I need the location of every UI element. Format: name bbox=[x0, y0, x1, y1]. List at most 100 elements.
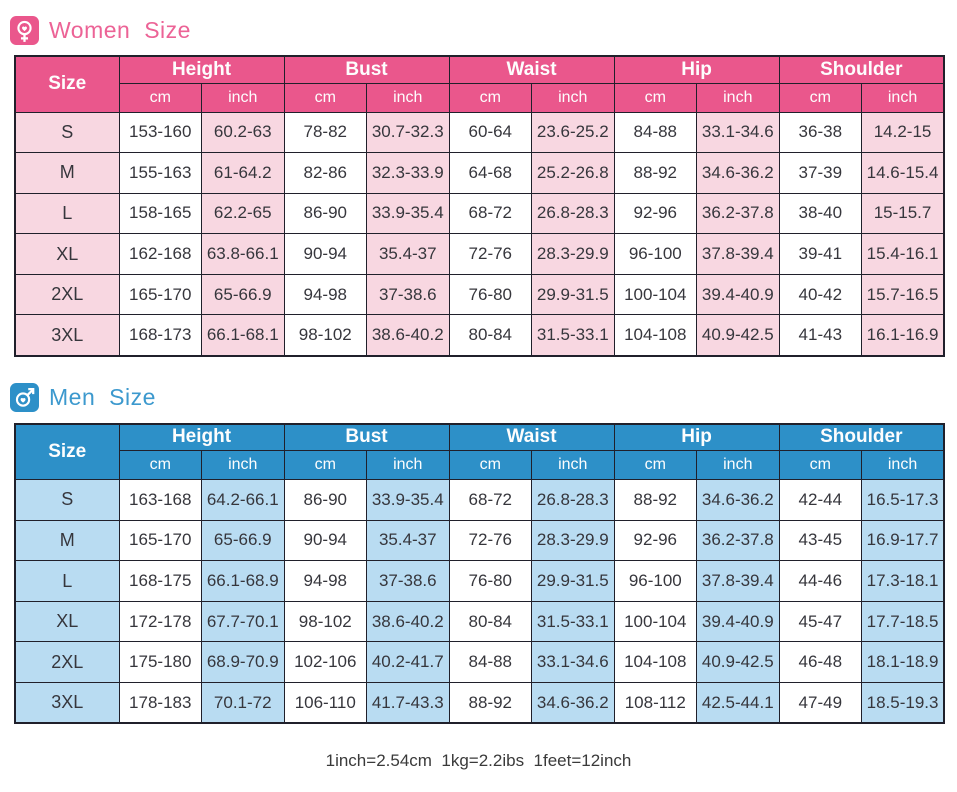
table-row: 2XL 175-180 68.9-70.9 102-106 40.2-41.7 84-88… bbox=[14, 641, 945, 684]
bust-column-header: Bust bbox=[283, 423, 450, 452]
bust-column-header: Bust bbox=[283, 55, 450, 84]
measurement-cell: 46-48 bbox=[778, 641, 863, 684]
size-label-cell: S bbox=[14, 479, 120, 521]
measurement-cell: 33.9-35.4 bbox=[366, 479, 450, 521]
unit-header-inch: inch bbox=[861, 450, 945, 481]
male-symbol-icon bbox=[10, 383, 39, 413]
measurement-cell: 37-39 bbox=[778, 152, 863, 194]
measurement-cell: 68-72 bbox=[448, 479, 533, 521]
measurement-cell: 39-41 bbox=[778, 233, 863, 275]
measurement-cell: 90-94 bbox=[283, 519, 368, 562]
unit-conversion-note: 1inch=2.54cm 1kg=2.2ibs 1feet=12inch bbox=[325, 751, 632, 771]
table-row: L 158-165 62.2-65 86-90 33.9-35.4 68-72 26.8-2… bbox=[14, 192, 945, 235]
measurement-cell: 82-86 bbox=[283, 152, 368, 194]
measurement-cell: 17.3-18.1 bbox=[861, 560, 945, 602]
waist-column-header: Waist bbox=[448, 55, 615, 84]
measurement-cell: 70.1-72 bbox=[201, 682, 285, 724]
measurement-cell: 14.6-15.4 bbox=[861, 152, 945, 194]
measurement-cell: 15.7-16.5 bbox=[861, 273, 945, 316]
table-row: M 165-170 65-66.9 90-94 35.4-37 72-76 28.3-29.… bbox=[14, 519, 945, 562]
measurement-cell: 15-15.7 bbox=[861, 192, 945, 235]
measurement-cell: 41.7-43.3 bbox=[366, 682, 450, 724]
measurement-cell: 64-68 bbox=[448, 152, 533, 194]
unit-header-cm: cm bbox=[613, 450, 698, 481]
measurement-cell: 47-49 bbox=[778, 682, 863, 724]
measurement-cell: 39.4-40.9 bbox=[696, 273, 780, 316]
shoulder-column-header: Shoulder bbox=[778, 423, 945, 452]
measurement-cell: 30.7-32.3 bbox=[366, 111, 450, 154]
unit-header-cm: cm bbox=[283, 82, 368, 113]
measurement-cell: 40.2-41.7 bbox=[366, 641, 450, 684]
table-row: 3XL 178-183 70.1-72 106-110 41.7-43.3 88-92 34… bbox=[14, 682, 945, 724]
unit-header-inch: inch bbox=[531, 450, 615, 481]
unit-header-cm: cm bbox=[448, 82, 533, 113]
measurement-cell: 60.2-63 bbox=[201, 111, 285, 154]
measurement-cell: 168-173 bbox=[118, 314, 202, 357]
measurement-cell: 31.5-33.1 bbox=[531, 314, 615, 357]
measurement-cell: 44-46 bbox=[778, 560, 863, 602]
measurement-cell: 88-92 bbox=[448, 682, 533, 724]
unit-header-cm: cm bbox=[613, 82, 698, 113]
unit-header-inch: inch bbox=[696, 450, 780, 481]
measurement-cell: 43-45 bbox=[778, 519, 863, 562]
measurement-cell: 34.6-36.2 bbox=[696, 479, 780, 521]
measurement-cell: 178-183 bbox=[118, 682, 202, 724]
measurement-cell: 98-102 bbox=[283, 314, 368, 357]
table-row: S 163-168 64.2-66.1 86-90 33.9-35.4 68-72 26.8… bbox=[14, 479, 945, 521]
measurement-cell: 34.6-36.2 bbox=[531, 682, 615, 724]
measurement-cell: 26.8-28.3 bbox=[531, 479, 615, 521]
size-label-cell: 3XL bbox=[14, 314, 120, 357]
measurement-cell: 100-104 bbox=[613, 273, 698, 316]
measurement-cell: 26.8-28.3 bbox=[531, 192, 615, 235]
unit-header-cm: cm bbox=[118, 82, 202, 113]
size-column-header: Size bbox=[14, 55, 120, 113]
table-row: 2XL 165-170 65-66.9 94-98 37-38.6 76-80 29.9-3… bbox=[14, 273, 945, 316]
measurement-cell: 41-43 bbox=[778, 314, 863, 357]
measurement-cell: 36.2-37.8 bbox=[696, 519, 780, 562]
unit-header-cm: cm bbox=[118, 450, 202, 481]
women-size-table: Size Height Bust Waist Hip Shoulder cm i… bbox=[14, 55, 946, 357]
measurement-cell: 37.8-39.4 bbox=[696, 233, 780, 275]
measurement-cell: 86-90 bbox=[283, 192, 368, 235]
measurement-cell: 96-100 bbox=[613, 560, 698, 602]
size-label-cell: M bbox=[14, 152, 120, 194]
unit-header-inch: inch bbox=[861, 82, 945, 113]
measurement-cell: 96-100 bbox=[613, 233, 698, 275]
measurement-cell: 94-98 bbox=[283, 560, 368, 602]
unit-header-cm: cm bbox=[448, 450, 533, 481]
measurement-cell: 37-38.6 bbox=[366, 560, 450, 602]
measurement-cell: 42.5-44.1 bbox=[696, 682, 780, 724]
measurement-cell: 100-104 bbox=[613, 600, 698, 643]
size-label-cell: L bbox=[14, 192, 120, 235]
measurement-cell: 15.4-16.1 bbox=[861, 233, 945, 275]
table-row: S 153-160 60.2-63 78-82 30.7-32.3 60-64 23.6-2… bbox=[14, 111, 945, 154]
measurement-cell: 168-175 bbox=[118, 560, 202, 602]
measurement-cell: 66.1-68.1 bbox=[201, 314, 285, 357]
unit-header-inch: inch bbox=[366, 450, 450, 481]
measurement-cell: 88-92 bbox=[613, 152, 698, 194]
measurement-cell: 84-88 bbox=[448, 641, 533, 684]
measurement-cell: 162-168 bbox=[118, 233, 202, 275]
table-row: M 155-163 61-64.2 82-86 32.3-33.9 64-68 25.2-2… bbox=[14, 152, 945, 194]
size-label-cell: M bbox=[14, 519, 120, 562]
measurement-cell: 108-112 bbox=[613, 682, 698, 724]
measurement-cell: 80-84 bbox=[448, 600, 533, 643]
measurement-cell: 16.5-17.3 bbox=[861, 479, 945, 521]
measurement-cell: 45-47 bbox=[778, 600, 863, 643]
measurement-cell: 153-160 bbox=[118, 111, 202, 154]
measurement-cell: 90-94 bbox=[283, 233, 368, 275]
measurement-cell: 18.1-18.9 bbox=[861, 641, 945, 684]
table-subheader-row: cm inch cm inch cm inch cm inch cm inch bbox=[15, 450, 945, 481]
measurement-cell: 92-96 bbox=[613, 519, 698, 562]
measurement-cell: 38-40 bbox=[778, 192, 863, 235]
measurement-cell: 29.9-31.5 bbox=[531, 273, 615, 316]
measurement-cell: 25.2-26.8 bbox=[531, 152, 615, 194]
section-title-label: Men Size bbox=[49, 384, 156, 411]
measurement-cell: 94-98 bbox=[283, 273, 368, 316]
size-label-cell: XL bbox=[14, 600, 120, 643]
size-label-cell: 3XL bbox=[14, 682, 120, 724]
measurement-cell: 37.8-39.4 bbox=[696, 560, 780, 602]
measurement-cell: 88-92 bbox=[613, 479, 698, 521]
unit-header-inch: inch bbox=[531, 82, 615, 113]
measurement-cell: 33.1-34.6 bbox=[696, 111, 780, 154]
